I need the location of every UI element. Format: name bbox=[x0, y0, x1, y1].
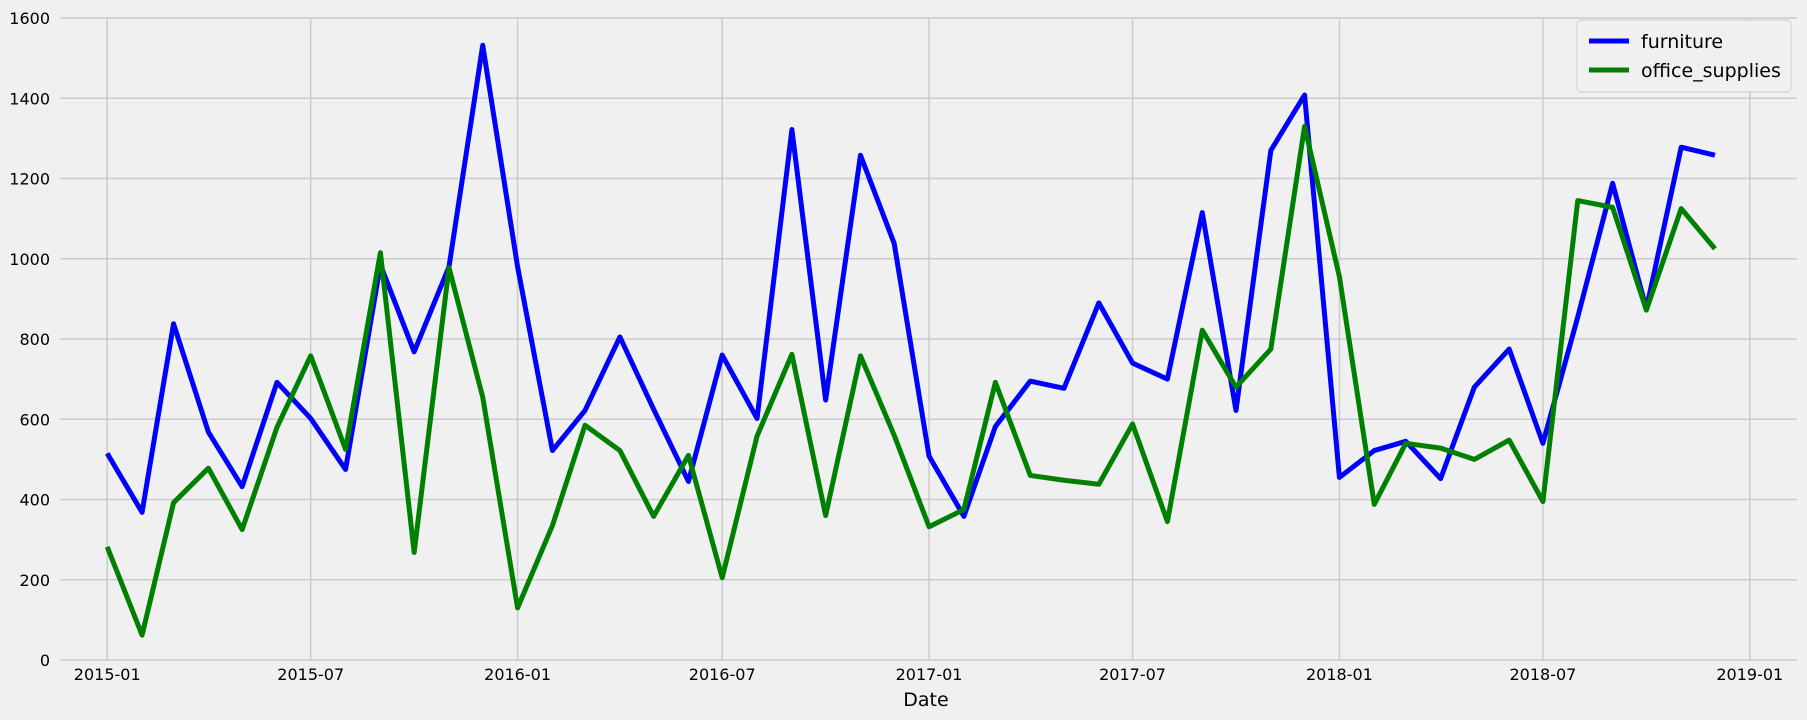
y-tick-label: 0 bbox=[40, 651, 50, 670]
y-tick-label: 400 bbox=[19, 491, 50, 510]
x-tick-label: 2015-07 bbox=[277, 665, 344, 684]
legend: furniture office_supplies bbox=[1576, 19, 1792, 93]
y-tick-label: 200 bbox=[19, 571, 50, 590]
legend-box bbox=[1576, 19, 1792, 93]
grid-lines bbox=[60, 17, 1797, 661]
legend-label: furniture bbox=[1641, 31, 1723, 53]
y-tick-label: 1600 bbox=[9, 9, 50, 28]
y-tick-label: 1200 bbox=[9, 170, 50, 189]
x-axis-label: Date bbox=[903, 689, 948, 711]
y-tick-label: 1400 bbox=[9, 89, 50, 108]
y-axis-ticks: 0 200 400 600 800 1000 1200 1400 1600 bbox=[9, 9, 50, 670]
x-tick-label: 2018-01 bbox=[1306, 665, 1373, 684]
x-tick-label: 2018-07 bbox=[1509, 665, 1576, 684]
x-tick-label: 2016-07 bbox=[689, 665, 756, 684]
y-tick-label: 1000 bbox=[9, 250, 50, 269]
x-tick-label: 2017-07 bbox=[1099, 665, 1166, 684]
series-line-office-supplies bbox=[104, 123, 1717, 638]
x-tick-label: 2015-01 bbox=[74, 665, 141, 684]
legend-label: office_supplies bbox=[1641, 60, 1781, 82]
x-tick-label: 2017-01 bbox=[896, 665, 963, 684]
x-tick-label: 2019-01 bbox=[1716, 665, 1783, 684]
series-layer bbox=[104, 42, 1717, 638]
x-tick-label: 2016-01 bbox=[484, 665, 551, 684]
y-tick-label: 800 bbox=[19, 330, 50, 349]
x-axis-ticks: 2015-01 2015-07 2016-01 2016-07 2017-01 2017-… bbox=[74, 665, 1783, 684]
y-tick-label: 600 bbox=[19, 410, 50, 429]
